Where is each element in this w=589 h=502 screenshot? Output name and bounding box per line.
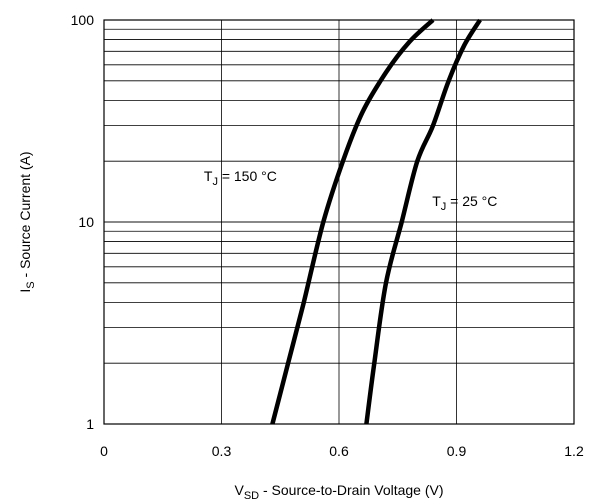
y-tick-label: 10	[78, 214, 94, 230]
grid-lines	[103, 19, 575, 425]
curves: TJ = 150 °C TJ = 25 °C	[204, 18, 497, 425]
y-tick-label: 1	[86, 416, 94, 432]
plot-frame	[103, 19, 575, 425]
x-tick-label: 1.2	[564, 443, 584, 459]
curve-label-series-1: TJ = 150 °C	[204, 168, 277, 188]
x-tick-label: 0.6	[329, 443, 349, 459]
curve-series-2	[364, 18, 482, 425]
x-axis-title: VSD - Source-to-Drain Voltage (V)	[234, 482, 443, 502]
x-tick-label: 0.9	[447, 443, 467, 459]
y-axis-title: IS - Source Current (A)	[17, 151, 37, 292]
x-tick-label: 0.3	[212, 443, 232, 459]
y-tick-label: 100	[71, 12, 95, 28]
curve-label-series-2: TJ = 25 °C	[432, 193, 497, 213]
x-tick-label: 0	[100, 443, 108, 459]
tick-labels: 0 0.3 0.6 0.9 1.2 1 10 100	[71, 12, 584, 459]
curve-series-1	[270, 18, 435, 425]
